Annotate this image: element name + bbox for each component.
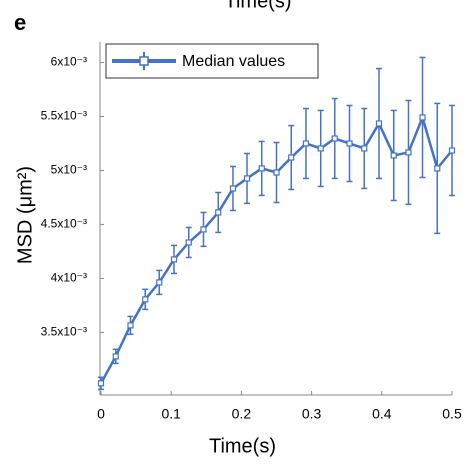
- marker: [156, 279, 163, 286]
- cropped-label: Time(s): [224, 0, 291, 12]
- x-tick-label: 0.4: [372, 406, 392, 422]
- marker: [346, 140, 353, 147]
- y-tick-label: 3.5x10⁻³: [41, 325, 87, 339]
- x-tick-label: 0.3: [302, 406, 322, 422]
- marker: [390, 152, 397, 159]
- y-tick-label: 6x10⁻³: [51, 55, 87, 69]
- x-tick-label: 0.2: [232, 406, 252, 422]
- marker: [243, 175, 251, 182]
- x-tick-label: 0: [97, 406, 105, 422]
- marker: [361, 145, 368, 152]
- x-tick-label: 0.5: [442, 406, 462, 422]
- marker: [112, 353, 119, 360]
- marker: [170, 256, 178, 263]
- marker: [258, 165, 265, 172]
- marker: [185, 239, 192, 246]
- panel-label: e: [14, 10, 26, 35]
- legend-marker: [139, 56, 149, 66]
- marker: [229, 185, 237, 192]
- marker: [200, 226, 207, 233]
- marker: [302, 140, 310, 147]
- marker: [317, 145, 324, 152]
- marker: [127, 322, 134, 329]
- marker: [375, 120, 383, 127]
- marker: [448, 147, 456, 154]
- marker: [142, 296, 149, 303]
- x-tick-label: 0.1: [161, 406, 181, 422]
- marker: [419, 114, 426, 121]
- y-tick-label: 5x10⁻³: [51, 163, 87, 177]
- marker: [331, 135, 338, 142]
- marker: [215, 209, 222, 216]
- marker: [405, 149, 412, 156]
- marker: [273, 169, 280, 176]
- y-axis-label: MSD (μm²): [14, 166, 36, 264]
- marker: [97, 380, 105, 387]
- y-tick-label: 4x10⁻³: [51, 271, 87, 285]
- legend-label: Median values: [182, 53, 285, 70]
- x-axis-label: Time(s): [209, 435, 276, 457]
- marker: [434, 165, 441, 172]
- y-tick-label: 4.5x10⁻³: [41, 217, 87, 231]
- y-tick-label: 5.5x10⁻³: [41, 109, 87, 123]
- marker: [288, 154, 295, 161]
